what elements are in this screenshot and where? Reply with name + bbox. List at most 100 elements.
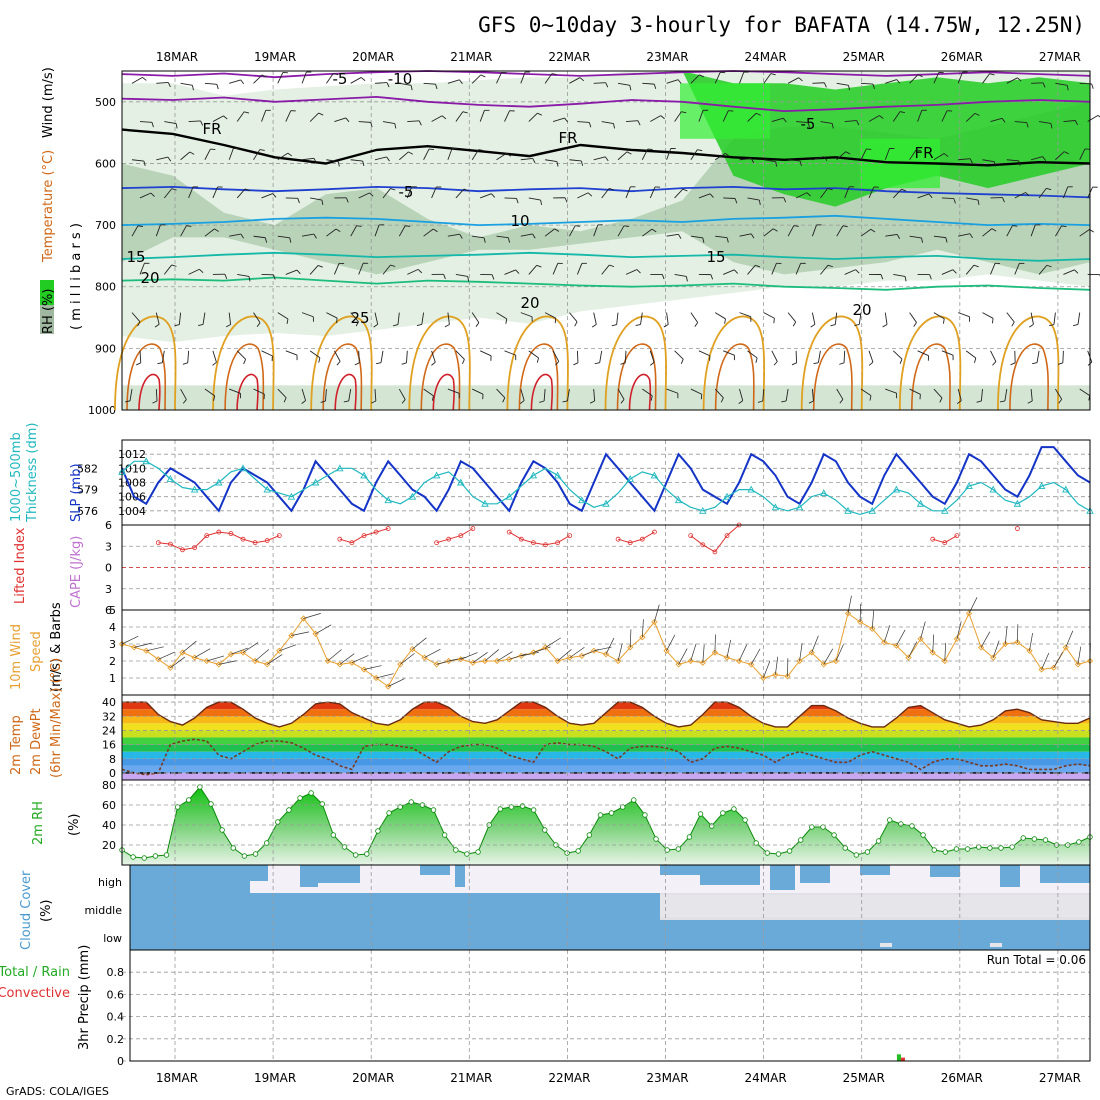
- wind10-barb: [968, 597, 978, 614]
- wind-barb-flag: [536, 264, 542, 268]
- wind-barb-flag: [376, 362, 382, 365]
- rh-band-bright: [680, 83, 770, 139]
- wind-barb-flag: [991, 228, 997, 232]
- wind-barb: [836, 225, 844, 237]
- wind-barb-flag: [939, 397, 943, 403]
- wind-barb-flag: [1074, 269, 1079, 274]
- cloud-high-label: high: [98, 876, 122, 889]
- isotherm-35-plume: [432, 373, 455, 411]
- li-point: [264, 538, 270, 543]
- rh-side-labels: 2m RH (%): [31, 801, 82, 845]
- wind-barb: [820, 121, 833, 124]
- thickness-point: [892, 485, 901, 493]
- wind-barb: [885, 388, 897, 394]
- thickness-point: [311, 478, 320, 486]
- thickness-point: [795, 503, 804, 511]
- wind10-point: [1050, 664, 1057, 671]
- wind10-barb: [279, 644, 297, 652]
- wind-barb-flag: [758, 199, 761, 206]
- isotherm-25-plume: [408, 315, 471, 411]
- top-date-25MAR: 25MAR: [843, 50, 885, 64]
- wind-barb-flag: [992, 361, 997, 366]
- wind-barb: [301, 388, 307, 401]
- wind-barb-flag: [901, 188, 907, 192]
- wind-barb-flag: [773, 318, 775, 324]
- wind-barb: [350, 312, 359, 323]
- wind-barb-flag: [637, 120, 641, 126]
- rh-point: [586, 832, 593, 838]
- wind-barb-flag: [999, 400, 1005, 403]
- wind-barb: [917, 193, 930, 199]
- wind-barb-flag: [710, 274, 714, 280]
- rh-point: [297, 795, 303, 801]
- wind10-point: [518, 652, 525, 660]
- isotherm-30-plume: [812, 343, 853, 411]
- wind-barb-flag: [174, 324, 180, 327]
- bottom-date-18MAR: 18MAR: [156, 1071, 198, 1085]
- wind-barb: [407, 268, 419, 275]
- wind10-barb: [1029, 633, 1033, 651]
- bottom-date-27MAR: 27MAR: [1039, 1071, 1081, 1085]
- wind-barb-flag: [301, 400, 306, 404]
- wind-barb-flag: [360, 77, 366, 81]
- wind10-point: [554, 657, 561, 665]
- wind-barb: [1039, 121, 1052, 124]
- rh-point: [174, 804, 181, 810]
- thickness-point: [578, 496, 586, 504]
- wind10-barb: [351, 655, 369, 664]
- li-point: [518, 536, 524, 542]
- cloud-middle: [130, 893, 450, 920]
- wind-barb-flag: [945, 237, 948, 243]
- wind-barb-flag: [243, 359, 247, 365]
- wind-barb-flag: [573, 362, 579, 366]
- wind-barb: [358, 263, 364, 275]
- wind-barb: [423, 148, 430, 160]
- wind-barb-flag: [418, 120, 422, 126]
- wind-barb-flag: [297, 198, 300, 204]
- wind-barb: [690, 388, 702, 395]
- rh-point: [542, 827, 548, 833]
- wind10-barb: [557, 649, 572, 662]
- wind10-barb: [944, 643, 946, 662]
- wind-barb: [277, 235, 290, 239]
- wind-barb: [399, 151, 409, 161]
- wind10-point: [820, 661, 827, 668]
- thickness-point: [602, 499, 610, 507]
- wind-barb-flag: [199, 268, 204, 274]
- wind-barb-flag: [757, 400, 763, 403]
- wind-barb: [1077, 312, 1081, 325]
- wind-barb: [496, 152, 507, 161]
- wind-barb: [520, 157, 533, 161]
- wind-barb-flag: [733, 269, 739, 274]
- temp-band: [122, 737, 1090, 745]
- wind10-barb: [799, 643, 803, 662]
- rh-point: [219, 827, 225, 833]
- wind-barb-flag: [626, 151, 632, 155]
- wind-barb: [723, 350, 735, 356]
- wind-barb: [163, 264, 173, 275]
- wind-barb: [739, 233, 752, 237]
- wind-barb-flag: [564, 117, 569, 123]
- isotherm-35-plume: [236, 373, 259, 411]
- top-date-22MAR: 22MAR: [548, 50, 590, 64]
- wind-barb: [277, 152, 289, 161]
- wind-barb: [785, 388, 789, 401]
- wind10-barb: [726, 639, 732, 658]
- temp-band: [122, 730, 1090, 738]
- thickness-point: [505, 492, 513, 500]
- wind-barb: [253, 312, 261, 323]
- wind10-barb: [170, 656, 186, 669]
- wind-barb: [796, 121, 809, 123]
- wind-barb: [156, 156, 169, 161]
- li-point: [155, 540, 161, 546]
- wind-barb-flag: [1091, 83, 1094, 89]
- wind-barb: [504, 110, 510, 122]
- slp-ytick-1012: 1012: [118, 448, 146, 461]
- wind-barb-flag: [296, 269, 301, 275]
- rh-point: [430, 807, 437, 813]
- wind-barb: [642, 82, 655, 85]
- wind-barb: [455, 273, 468, 277]
- wind-barb: [374, 389, 377, 402]
- wind-barb: [1004, 388, 1008, 401]
- wind10-barb: [956, 621, 962, 639]
